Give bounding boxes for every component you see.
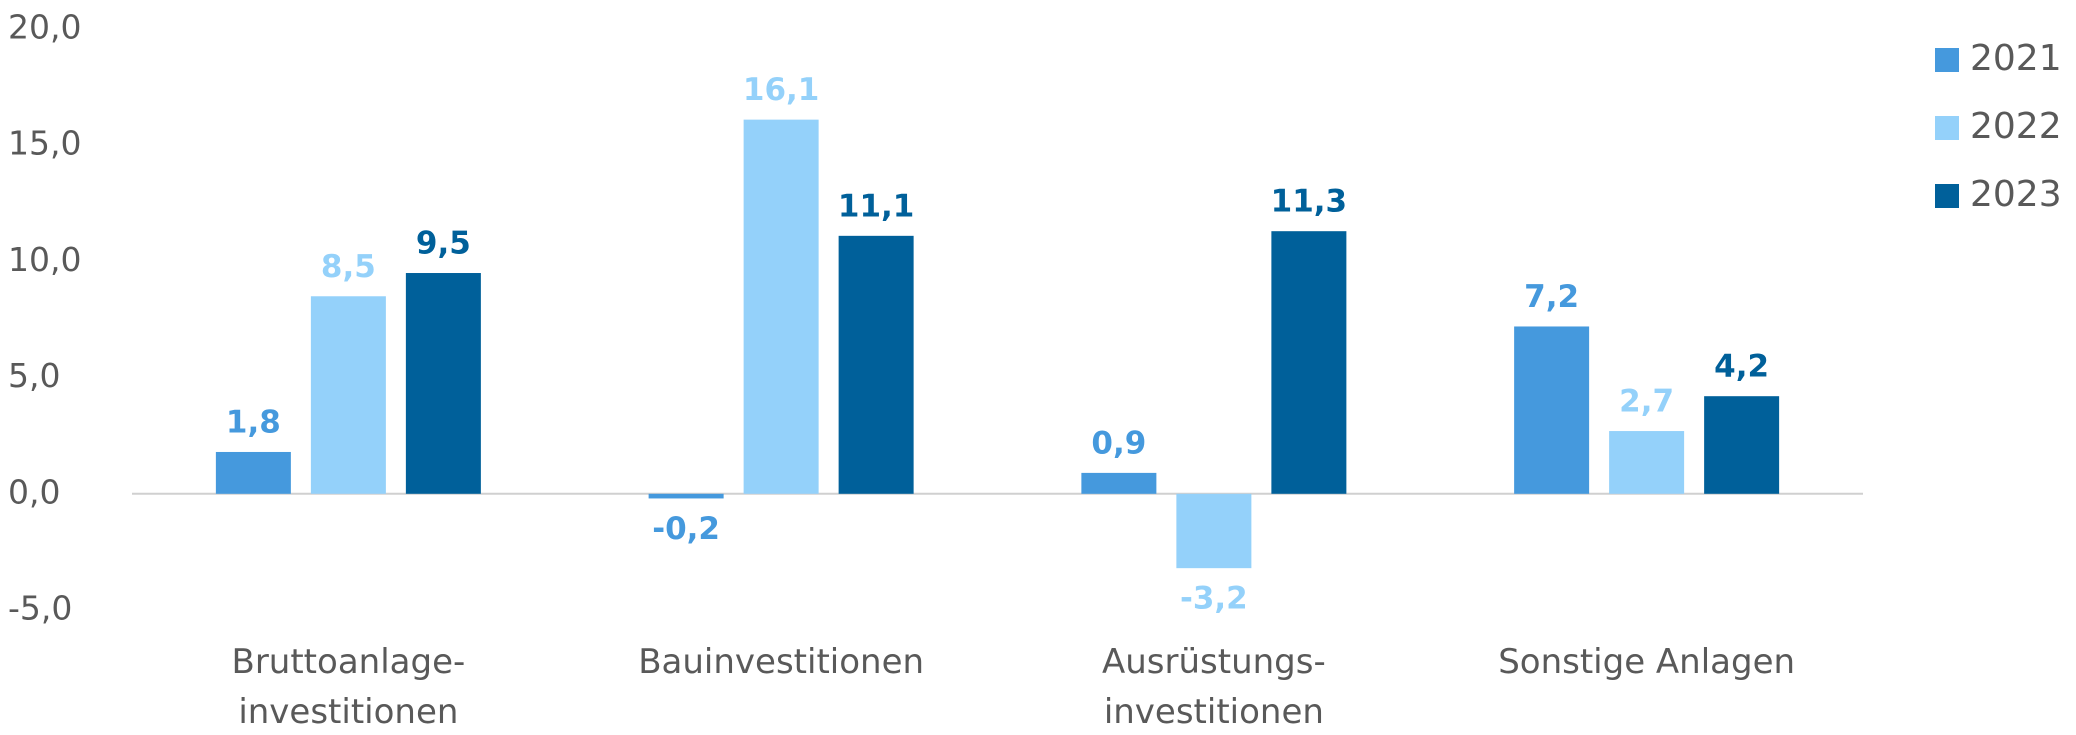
y-tick-label: 15,0 — [8, 124, 81, 163]
y-tick-label: -5,0 — [8, 589, 72, 628]
bar — [215, 451, 291, 494]
value-label: 2,7 — [1619, 384, 1674, 420]
value-label: 1,8 — [226, 404, 281, 440]
bar — [743, 119, 819, 494]
x-tick-line: Bauinvestitionen — [638, 642, 924, 682]
bar — [1514, 326, 1590, 494]
value-label: 0,9 — [1091, 425, 1146, 461]
value-label: 11,3 — [1271, 184, 1348, 220]
value-label: 9,5 — [416, 226, 471, 262]
legend-swatch — [1935, 116, 1959, 140]
bar — [1271, 231, 1347, 494]
legend-swatch — [1935, 184, 1959, 208]
legend-label: 2022 — [1970, 106, 2062, 147]
y-tick-label: 20,0 — [8, 8, 81, 47]
value-label: 16,1 — [743, 72, 820, 108]
value-label: 8,5 — [321, 249, 376, 285]
x-tick-line: Sonstige Anlagen — [1498, 642, 1795, 682]
value-label: -3,2 — [1180, 581, 1248, 617]
bar — [1704, 396, 1780, 494]
x-tick-line: Ausrüstungs- — [1102, 642, 1326, 682]
bar — [405, 273, 481, 494]
x-tick-label: Sonstige Anlagen — [1498, 642, 1795, 682]
bar — [648, 493, 724, 499]
legend-label: 2023 — [1970, 174, 2062, 215]
legend-label: 2021 — [1970, 38, 2062, 79]
x-tick-label: Bruttoanlage-investitionen — [232, 642, 466, 732]
bar — [1176, 493, 1252, 569]
x-tick-label: Bauinvestitionen — [638, 642, 924, 682]
y-tick-label: 10,0 — [8, 240, 81, 279]
bar — [838, 235, 914, 494]
bar — [310, 296, 386, 494]
x-tick-line: Bruttoanlage- — [232, 642, 466, 682]
x-tick-line: investitionen — [1104, 692, 1324, 732]
value-label: 11,1 — [838, 188, 915, 224]
bar — [1081, 472, 1157, 494]
value-label: 4,2 — [1714, 349, 1769, 385]
value-label: -0,2 — [652, 511, 720, 547]
x-tick-line: investitionen — [238, 692, 458, 732]
y-tick-label: 0,0 — [8, 472, 60, 511]
legend-swatch — [1935, 48, 1959, 72]
value-label: 7,2 — [1524, 279, 1579, 315]
x-tick-label: Ausrüstungs-investitionen — [1102, 642, 1326, 732]
bar — [1609, 431, 1685, 494]
y-tick-label: 5,0 — [8, 356, 60, 395]
